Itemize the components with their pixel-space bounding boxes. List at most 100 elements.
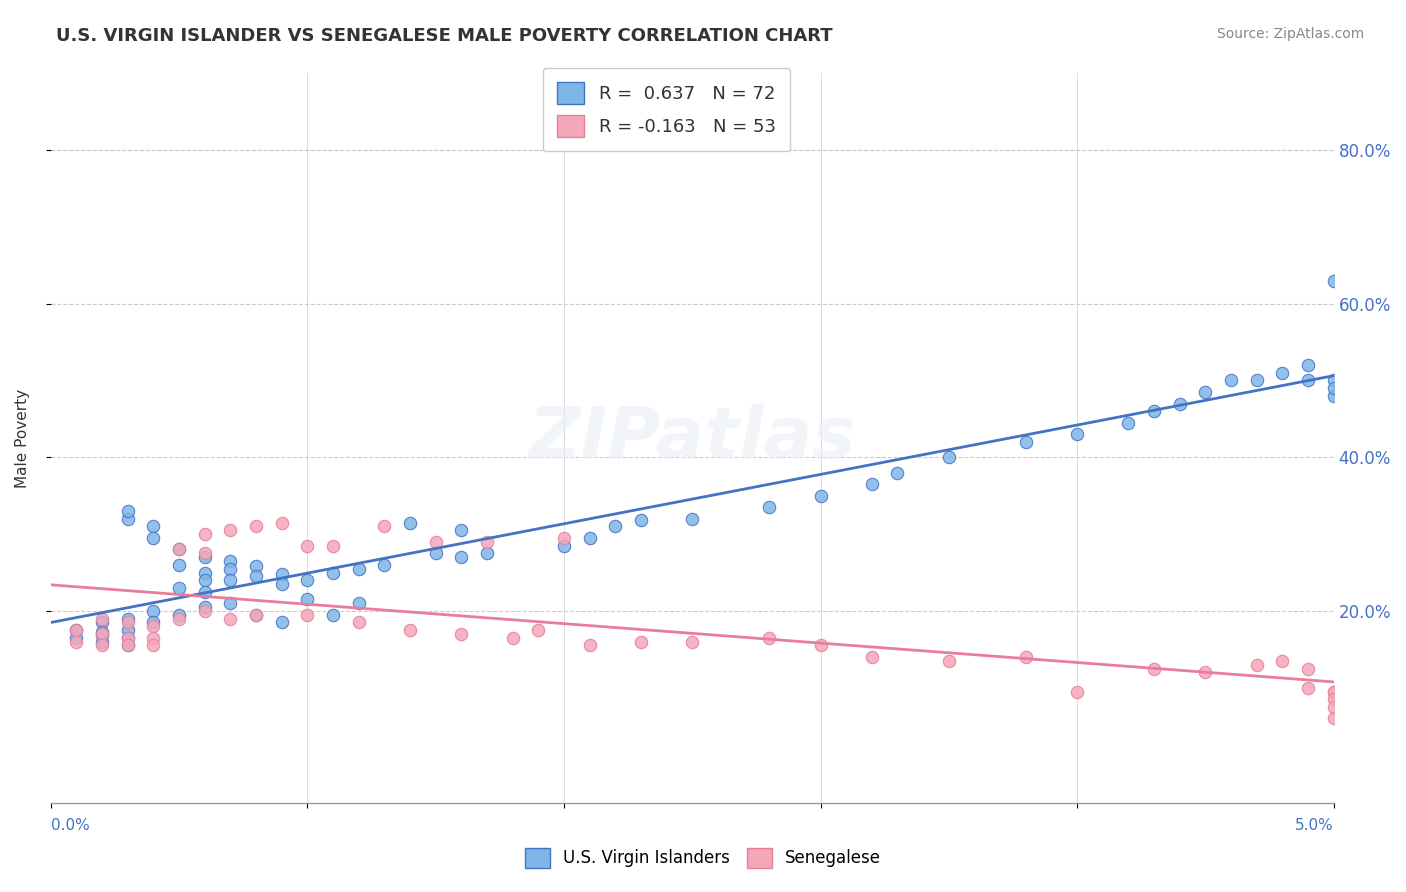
Point — [681, 512, 703, 526]
Point — [297, 539, 319, 553]
Point — [117, 623, 139, 637]
Point — [65, 634, 87, 648]
Point — [142, 615, 165, 630]
Point — [142, 639, 165, 653]
Point — [450, 523, 472, 537]
Point — [117, 512, 139, 526]
Point — [1323, 692, 1346, 706]
Point — [399, 516, 422, 530]
Point — [270, 577, 292, 591]
Point — [117, 615, 139, 630]
Point — [810, 489, 832, 503]
Point — [117, 639, 139, 653]
Point — [475, 546, 498, 560]
Point — [1118, 416, 1140, 430]
Legend: U.S. Virgin Islanders, Senegalese: U.S. Virgin Islanders, Senegalese — [519, 841, 887, 875]
Point — [347, 615, 370, 630]
Point — [1323, 381, 1346, 395]
Point — [91, 627, 114, 641]
Point — [860, 650, 883, 665]
Point — [527, 623, 550, 637]
Point — [167, 542, 190, 557]
Point — [194, 566, 217, 580]
Point — [1323, 374, 1346, 388]
Point — [1296, 374, 1319, 388]
Point — [65, 623, 87, 637]
Point — [630, 513, 652, 527]
Point — [194, 604, 217, 618]
Point — [219, 554, 242, 568]
Point — [938, 450, 960, 465]
Point — [1066, 684, 1088, 698]
Point — [194, 550, 217, 565]
Point — [194, 600, 217, 615]
Point — [167, 581, 190, 595]
Point — [194, 584, 217, 599]
Point — [142, 531, 165, 545]
Point — [167, 607, 190, 622]
Point — [142, 619, 165, 633]
Point — [630, 634, 652, 648]
Point — [1143, 404, 1166, 418]
Point — [1323, 274, 1346, 288]
Point — [1323, 684, 1346, 698]
Point — [450, 627, 472, 641]
Point — [758, 631, 780, 645]
Point — [553, 539, 575, 553]
Point — [219, 523, 242, 537]
Point — [1246, 657, 1268, 672]
Point — [219, 596, 242, 610]
Point — [1296, 358, 1319, 372]
Point — [1194, 384, 1216, 399]
Point — [297, 607, 319, 622]
Point — [245, 607, 267, 622]
Point — [167, 558, 190, 572]
Point — [322, 607, 344, 622]
Point — [578, 639, 600, 653]
Point — [245, 607, 267, 622]
Point — [605, 519, 627, 533]
Point — [219, 562, 242, 576]
Point — [860, 477, 883, 491]
Point — [758, 500, 780, 515]
Point — [245, 569, 267, 583]
Point — [117, 611, 139, 625]
Point — [1323, 711, 1346, 725]
Point — [322, 566, 344, 580]
Point — [117, 504, 139, 518]
Point — [938, 654, 960, 668]
Point — [1271, 654, 1294, 668]
Point — [1271, 366, 1294, 380]
Point — [373, 519, 395, 533]
Point — [297, 573, 319, 587]
Legend: R =  0.637   N = 72, R = -0.163   N = 53: R = 0.637 N = 72, R = -0.163 N = 53 — [543, 68, 790, 152]
Point — [425, 546, 447, 560]
Point — [1194, 665, 1216, 680]
Text: 0.0%: 0.0% — [51, 818, 90, 833]
Point — [475, 534, 498, 549]
Point — [167, 542, 190, 557]
Point — [270, 615, 292, 630]
Point — [1323, 684, 1346, 698]
Point — [1323, 389, 1346, 403]
Point — [373, 558, 395, 572]
Point — [65, 623, 87, 637]
Point — [219, 611, 242, 625]
Point — [167, 611, 190, 625]
Point — [91, 639, 114, 653]
Point — [91, 611, 114, 625]
Point — [245, 519, 267, 533]
Point — [194, 546, 217, 560]
Point — [450, 550, 472, 565]
Point — [270, 567, 292, 582]
Point — [886, 466, 908, 480]
Point — [1066, 427, 1088, 442]
Point — [1296, 681, 1319, 695]
Text: ZIPatlas: ZIPatlas — [529, 403, 856, 473]
Point — [810, 639, 832, 653]
Point — [347, 596, 370, 610]
Point — [347, 562, 370, 576]
Text: U.S. VIRGIN ISLANDER VS SENEGALESE MALE POVERTY CORRELATION CHART: U.S. VIRGIN ISLANDER VS SENEGALESE MALE … — [56, 27, 832, 45]
Point — [297, 592, 319, 607]
Point — [425, 534, 447, 549]
